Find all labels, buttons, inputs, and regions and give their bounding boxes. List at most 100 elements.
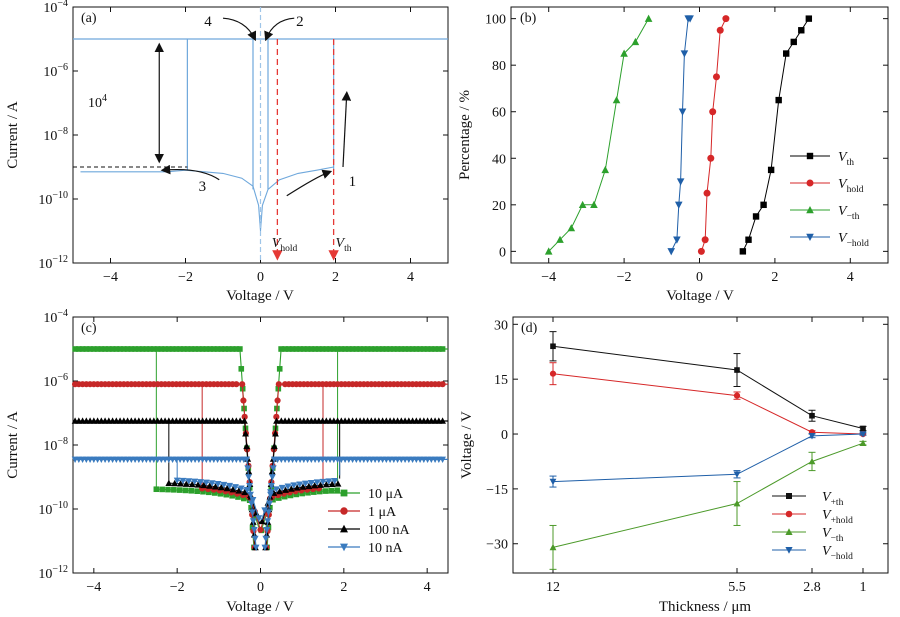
data-point bbox=[767, 166, 775, 174]
data-point bbox=[312, 346, 318, 352]
data-point bbox=[276, 366, 283, 372]
data-point bbox=[182, 487, 189, 494]
data-point bbox=[113, 346, 120, 352]
data-point bbox=[207, 346, 213, 352]
data-point bbox=[338, 346, 345, 352]
data-point bbox=[188, 480, 196, 488]
data-point bbox=[237, 485, 245, 492]
data-point bbox=[229, 346, 236, 352]
legend-label: 1 μA bbox=[368, 505, 397, 520]
data-point bbox=[154, 346, 161, 352]
data-point bbox=[290, 482, 298, 489]
x-tick-label: −4 bbox=[86, 580, 101, 595]
data-point bbox=[128, 346, 135, 352]
y-tick-label: 10−8 bbox=[43, 436, 68, 454]
data-point bbox=[322, 481, 330, 488]
panel-b-legend: Vth Vhold V−th V−hold bbox=[790, 150, 869, 249]
data-point bbox=[248, 509, 256, 516]
panel-a-plot bbox=[73, 7, 448, 263]
y-tick-label: 10−12 bbox=[38, 564, 68, 582]
data-point bbox=[240, 397, 247, 404]
data-point bbox=[376, 346, 382, 352]
data-point bbox=[305, 489, 311, 496]
data-point bbox=[709, 108, 717, 116]
legend-marker bbox=[340, 543, 348, 552]
data-point bbox=[264, 518, 272, 525]
x-tick-label: 12 bbox=[546, 580, 560, 595]
data-point bbox=[268, 467, 276, 475]
data-point bbox=[307, 479, 315, 487]
data-point bbox=[222, 346, 228, 352]
panel-a-annotations: Vhold Vth 104 1 2 4 3 bbox=[88, 14, 356, 261]
data-point bbox=[409, 346, 416, 352]
data-point bbox=[171, 487, 177, 493]
data-point bbox=[364, 346, 371, 352]
data-point bbox=[270, 442, 278, 450]
data-point bbox=[287, 492, 294, 499]
vth-label: Vth bbox=[336, 236, 352, 254]
legend-marker bbox=[785, 528, 793, 535]
data-point bbox=[240, 456, 248, 463]
data-point bbox=[424, 346, 431, 352]
legend-label: 10 μA bbox=[368, 487, 404, 502]
data-point bbox=[432, 346, 438, 352]
data-point bbox=[194, 481, 202, 488]
data-point bbox=[357, 346, 363, 352]
data-point bbox=[251, 535, 259, 543]
arrow-2 bbox=[264, 17, 295, 42]
data-point bbox=[238, 366, 245, 372]
panel-c-label: (c) bbox=[81, 321, 97, 336]
data-point bbox=[346, 346, 352, 352]
panel-d-label: (d) bbox=[521, 321, 538, 336]
data-point bbox=[235, 494, 241, 500]
data-point bbox=[226, 346, 232, 352]
y-tick-label: 60 bbox=[492, 106, 506, 121]
x-tick-label: 5.5 bbox=[728, 580, 746, 595]
data-point bbox=[322, 488, 329, 494]
data-point bbox=[733, 392, 741, 399]
series-line bbox=[552, 373, 864, 435]
panel-c-ylabel: Current / A bbox=[5, 411, 21, 479]
data-point bbox=[242, 430, 249, 437]
data-point bbox=[223, 484, 231, 492]
data-point bbox=[282, 486, 289, 493]
data-point bbox=[361, 346, 367, 352]
data-point bbox=[286, 346, 292, 352]
data-point bbox=[325, 478, 333, 485]
arrow-4 bbox=[222, 17, 257, 42]
data-point bbox=[245, 474, 253, 481]
data-point bbox=[316, 346, 322, 352]
data-point bbox=[387, 346, 393, 352]
panel-d-ylabel: Voltage / V bbox=[459, 411, 475, 479]
data-point bbox=[667, 248, 676, 256]
data-point bbox=[159, 486, 165, 493]
data-point bbox=[567, 224, 576, 232]
data-point bbox=[406, 346, 412, 352]
data-point bbox=[287, 485, 295, 492]
data-point bbox=[308, 346, 315, 352]
arrow-up bbox=[341, 91, 352, 168]
data-point bbox=[243, 442, 251, 450]
panel-b-ylabel: Percentage / % bbox=[457, 90, 473, 180]
panel-d-xlabel: Thickness / μm bbox=[659, 599, 752, 615]
data-point bbox=[293, 484, 301, 491]
data-point bbox=[181, 346, 187, 352]
panel-b-label: (b) bbox=[520, 11, 537, 26]
arrow-3 bbox=[160, 164, 220, 181]
y-tick-label: 10−4 bbox=[43, 308, 68, 326]
data-point bbox=[752, 213, 760, 220]
arrow-1 bbox=[286, 169, 333, 197]
data-point bbox=[262, 535, 270, 543]
panel-c-legend: 10 μA 1 μA 100 nA 10 nA bbox=[328, 487, 411, 556]
data-point bbox=[223, 491, 230, 498]
data-point bbox=[249, 496, 257, 504]
panel-c-axes: −4 −2 0 2 4 10−12 10−10 10−8 10−6 10−4 bbox=[38, 308, 448, 595]
series-line bbox=[700, 18, 727, 252]
data-point bbox=[439, 381, 446, 388]
data-point bbox=[217, 490, 224, 497]
data-point bbox=[203, 346, 210, 352]
panel-b-plot bbox=[544, 14, 813, 256]
data-point bbox=[398, 346, 405, 352]
data-point bbox=[158, 346, 165, 352]
data-point bbox=[349, 346, 356, 352]
